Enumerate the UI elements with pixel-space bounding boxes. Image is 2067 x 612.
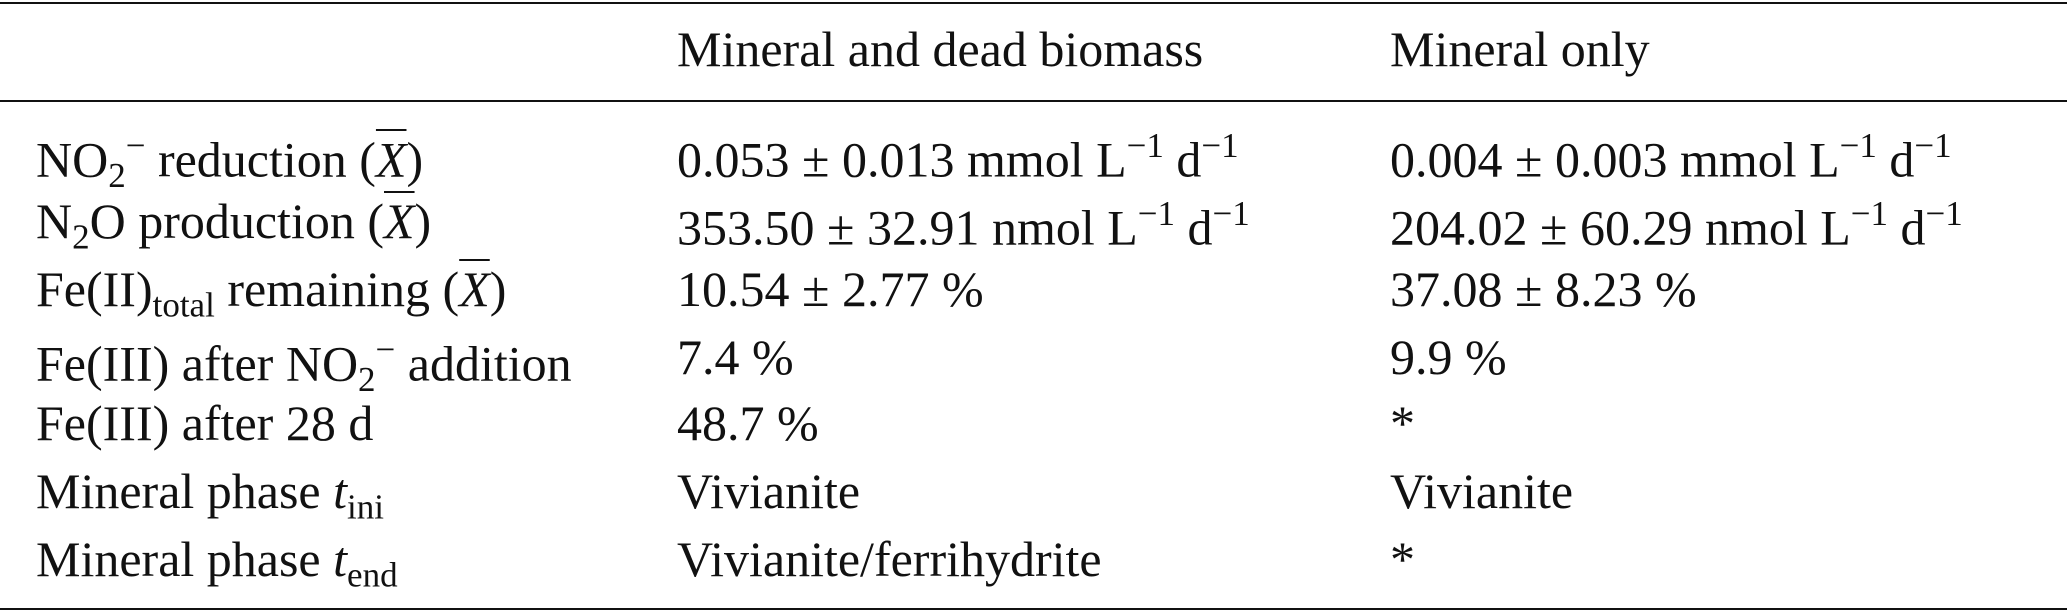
text-segment: ini [347,487,384,527]
column-header: Mineral and dead biomass [677,21,1204,77]
text-segment: ) [414,193,432,249]
text-segment: total [152,285,215,325]
text-segment: O production ( [89,193,384,249]
text-segment: 204.02 ± 60.29 nmol L [1390,199,1851,256]
top-rule [0,2,2067,4]
text-segment: d [1888,199,1926,256]
text-segment: −1 [1850,194,1889,233]
text-segment: −1 [1914,126,1952,165]
text-segment: X [375,131,407,188]
cell-value: 0.053 ± 0.013 mmol L−1 d−1 [677,128,1239,184]
text-segment: − [375,330,396,369]
text-segment: addition [395,335,572,392]
cell-value: * [1390,398,1415,448]
cell-value: 7.4 % [677,332,794,382]
text-segment: N [36,193,73,249]
text-segment: 353.50 ± 32.91 nmol L [677,199,1138,256]
text-segment: Fe(III) after NO [36,335,359,392]
row-label: NO2− reduction (X) [36,128,423,193]
text-segment: − [125,126,146,165]
row-label: Mineral phase tini [36,466,384,525]
row-label: Mineral phase tend [36,534,398,593]
text-segment: Vivianite/ferrihydrite [677,531,1102,587]
text-segment: −1 [1126,126,1164,165]
text-segment: * [1390,395,1415,451]
text-segment: * [1390,531,1415,587]
text-segment: −1 [1212,194,1250,233]
cell-value: 10.54 ± 2.77 % [677,264,984,314]
row-label: Fe(III) after 28 d [36,398,373,448]
row-label: Fe(II)total remaining (X) [36,264,506,323]
text-segment: t [333,531,348,587]
text-segment: d [1175,199,1213,256]
text-segment: d [1163,131,1202,188]
cell-value: 0.004 ± 0.003 mmol L−1 d−1 [1390,128,1952,184]
row-label: Fe(III) after NO2− addition [36,332,572,397]
text-segment: 9.9 % [1390,329,1507,385]
cell-value: 37.08 ± 8.23 % [1390,264,1697,314]
text-segment: X [459,261,490,317]
text-segment: ) [489,261,507,317]
bottom-rule [0,608,2067,610]
mid-rule [0,100,2067,102]
text-segment: end [347,555,398,595]
cell-value: * [1390,534,1415,584]
text-segment: 10.54 ± 2.77 % [677,261,984,317]
row-label: N2O production (X) [36,196,431,255]
text-segment: remaining ( [214,261,460,317]
text-segment: −1 [1925,194,1963,233]
text-segment: NO [36,131,109,188]
text-segment: Fe(III) after 28 d [36,395,374,451]
text-segment: 2 [108,155,126,195]
text-segment: ) [406,131,424,188]
text-segment: t [333,463,348,519]
text-segment: Mineral phase [36,463,334,519]
cell-value: Vivianite/ferrihydrite [677,534,1102,584]
text-segment: Vivianite [1390,463,1574,519]
cell-value: 353.50 ± 32.91 nmol L−1 d−1 [677,196,1250,252]
text-segment: −1 [1839,126,1877,165]
text-segment: Fe(II) [36,261,153,317]
text-segment: d [1876,131,1915,188]
text-segment: Mineral phase [36,531,334,587]
column-header: Mineral only [1390,21,1650,77]
cell-value: 204.02 ± 60.29 nmol L−1 d−1 [1390,196,1963,252]
text-segment: 0.053 ± 0.013 mmol L [677,131,1127,188]
text-segment: X [384,193,415,249]
text-segment: 2 [358,359,376,399]
text-segment: 48.7 % [677,395,819,451]
text-segment: −1 [1137,194,1176,233]
text-segment: 0.004 ± 0.003 mmol L [1390,131,1840,188]
text-segment: reduction ( [145,131,376,188]
text-segment: −1 [1201,126,1239,165]
text-segment: Vivianite [677,463,861,519]
text-segment: 7.4 % [677,329,794,385]
cell-value: Vivianite [677,466,860,516]
text-segment: 37.08 ± 8.23 % [1390,261,1697,317]
cell-value: 9.9 % [1390,332,1507,382]
cell-value: 48.7 % [677,398,819,448]
cell-value: Vivianite [1390,466,1573,516]
text-segment: 2 [72,217,90,257]
